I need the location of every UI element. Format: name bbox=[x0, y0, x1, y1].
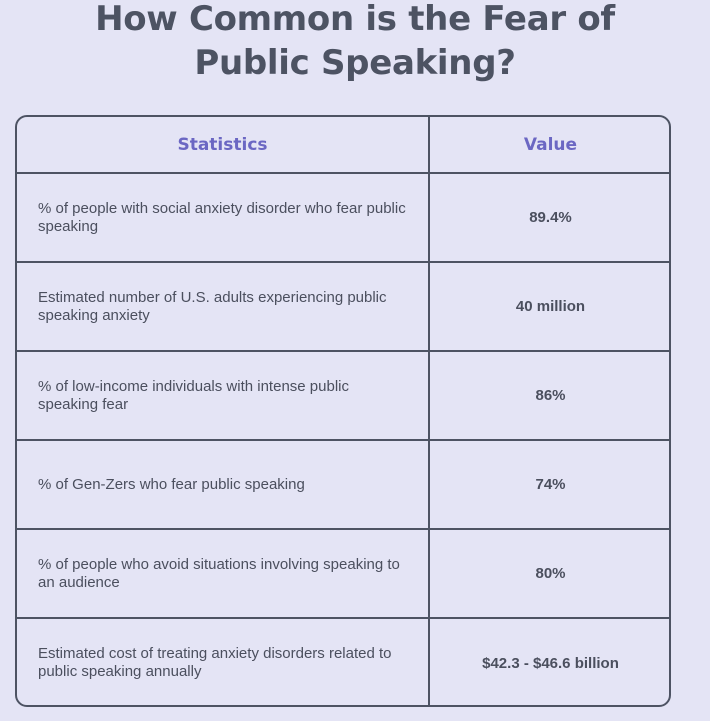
statistic-text: % of low-income individuals with intense… bbox=[38, 377, 349, 413]
table-row: Estimated number of U.S. adults experien… bbox=[17, 261, 669, 352]
statistic-cell: % of Gen-Zers who fear public speaking bbox=[17, 439, 430, 530]
statistic-text: % of people who avoid situations involvi… bbox=[38, 555, 400, 591]
table-row: % of people with social anxiety disorder… bbox=[17, 172, 669, 263]
statistic-cell: % of people with social anxiety disorder… bbox=[17, 172, 430, 263]
statistic-text: Estimated cost of treating anxiety disor… bbox=[38, 645, 392, 680]
statistic-text: % of Gen-Zers who fear public speaking bbox=[38, 475, 305, 493]
value-cell: 89.4% bbox=[428, 172, 669, 263]
table-row: Estimated cost of treating anxiety disor… bbox=[17, 617, 669, 705]
table-header-row: Statistics Value bbox=[17, 117, 669, 174]
column-header-value: Value bbox=[428, 117, 669, 174]
statistic-cell: Estimated number of U.S. adults experien… bbox=[17, 261, 430, 352]
statistics-table: Statistics Value % of people with social… bbox=[15, 115, 671, 707]
page-title: How Common is the Fear of Public Speakin… bbox=[0, 0, 710, 85]
column-header-statistics: Statistics bbox=[17, 117, 430, 174]
statistic-text: % of people with social anxiety disorder… bbox=[38, 199, 406, 235]
statistic-cell: % of people who avoid situations involvi… bbox=[17, 528, 430, 619]
table-row: % of Gen-Zers who fear public speaking 7… bbox=[17, 439, 669, 530]
value-cell: 86% bbox=[428, 350, 669, 441]
value-cell: 80% bbox=[428, 528, 669, 619]
title-line-1: How Common is the Fear of bbox=[95, 0, 615, 39]
statistic-text: Estimated number of U.S. adults experien… bbox=[38, 288, 387, 324]
value-cell: $42.3 - $46.6 billion bbox=[428, 617, 669, 705]
statistic-cell: % of low-income individuals with intense… bbox=[17, 350, 430, 441]
table-row: % of low-income individuals with intense… bbox=[17, 350, 669, 441]
value-cell: 74% bbox=[428, 439, 669, 530]
table-row: % of people who avoid situations involvi… bbox=[17, 528, 669, 619]
statistic-cell: Estimated cost of treating anxiety disor… bbox=[17, 617, 430, 705]
title-line-2: Public Speaking? bbox=[194, 43, 516, 83]
value-cell: 40 million bbox=[428, 261, 669, 352]
